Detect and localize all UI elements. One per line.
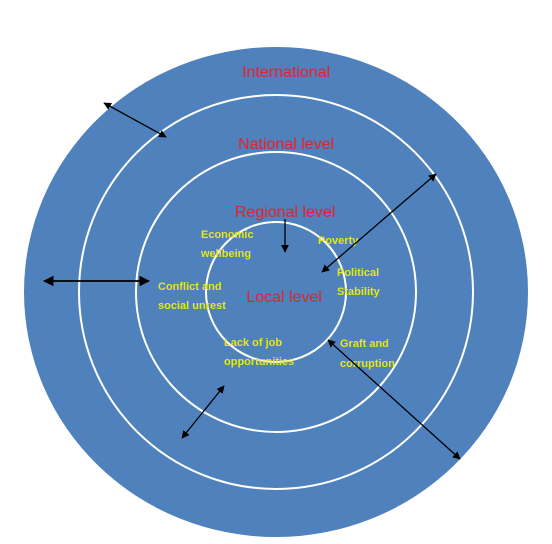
international-label: International <box>242 64 330 81</box>
graft-line-2: corruption <box>340 358 395 370</box>
arrow-national-to-local-upper-right <box>321 173 437 273</box>
conflict-line-2: social unrest <box>158 300 226 312</box>
political-stability-line-2: Stability <box>337 286 381 298</box>
regional-label: Regional level <box>235 204 336 221</box>
political-stability-line-1: Political <box>337 267 379 279</box>
national-label: National level <box>238 136 334 153</box>
local-ring <box>205 221 347 363</box>
lack-of-job-line-1: Lack of job <box>224 337 282 349</box>
economic-wellbeing-label: Economic wellbeing <box>200 229 257 260</box>
lack-of-job-opportunities-label: Lack of job opportunities <box>224 337 294 368</box>
local-label: Local level <box>246 289 322 306</box>
arrow-lower-left <box>181 385 225 439</box>
economic-wellbeing-line-2: wellbeing <box>200 248 251 260</box>
conflict-line-1: Conflict and <box>158 281 222 293</box>
graft-line-1: Graft and <box>340 338 389 350</box>
national-ring <box>78 94 474 490</box>
economic-wellbeing-line-1: Economic <box>201 229 254 241</box>
arrow-lower-right <box>327 339 461 460</box>
arrow-international-national <box>103 102 167 138</box>
lack-of-job-line-2: opportunities <box>224 356 294 368</box>
conflict-social-unrest-label: Conflict and social unrest <box>158 281 226 312</box>
regional-ring <box>135 151 417 433</box>
